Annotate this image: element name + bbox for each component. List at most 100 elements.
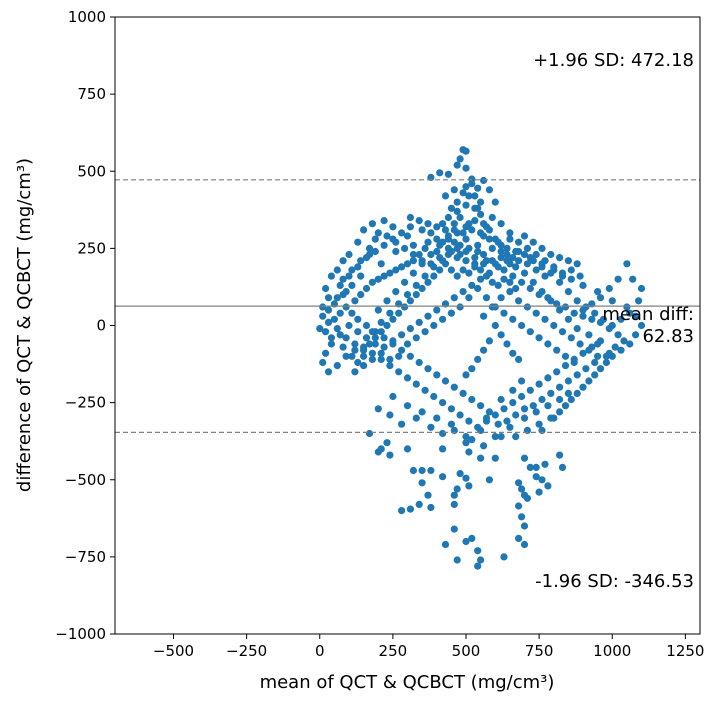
data-point: [348, 281, 356, 289]
data-point: [477, 454, 485, 462]
data-point: [395, 352, 403, 360]
data-point: [398, 263, 406, 271]
data-point: [403, 402, 412, 410]
data-point: [324, 294, 333, 302]
lower-loa-label: -1.96 SD: -346.53: [535, 571, 694, 592]
data-point: [529, 257, 537, 265]
data-point: [339, 343, 347, 351]
data-point: [444, 235, 452, 243]
x-axis-ticks: −500 −250 0 250 500 750 1000 1250: [153, 634, 704, 660]
data-point: [439, 473, 447, 481]
data-point: [462, 474, 470, 482]
data-point: [415, 318, 423, 326]
y-tick-label: −750: [65, 548, 106, 566]
data-point: [500, 405, 508, 413]
data-point: [383, 439, 391, 447]
data-point: [424, 491, 432, 499]
data-point: [494, 281, 502, 289]
data-point: [532, 408, 540, 416]
data-point: [436, 241, 444, 249]
data-point: [453, 229, 461, 237]
data-point: [430, 392, 438, 401]
data-point: [342, 303, 350, 311]
data-point: [509, 349, 517, 357]
data-point: [427, 250, 435, 259]
data-point: [380, 217, 388, 225]
x-tick-label: −250: [226, 642, 267, 660]
data-point: [556, 395, 564, 404]
data-point: [403, 232, 412, 240]
data-point: [386, 355, 394, 363]
data-point: [386, 362, 394, 370]
data-point: [471, 263, 479, 271]
data-point: [336, 331, 344, 339]
data-point: [608, 321, 616, 330]
data-point: [450, 294, 458, 302]
data-point: [535, 420, 543, 428]
data-point: [558, 328, 567, 336]
data-point: [480, 260, 488, 268]
data-point: [418, 466, 426, 475]
data-point: [447, 405, 455, 413]
data-point: [518, 513, 526, 521]
data-point: [319, 312, 327, 320]
data-point: [433, 235, 441, 243]
data-point: [403, 445, 412, 453]
data-point: [377, 260, 385, 268]
data-point: [623, 303, 631, 311]
data-point: [392, 238, 400, 246]
data-point: [424, 238, 432, 246]
data-point: [324, 368, 333, 376]
x-tick-label: 500: [452, 642, 481, 660]
data-point: [520, 454, 529, 462]
data-point: [345, 321, 353, 330]
data-point: [345, 272, 353, 280]
data-point: [377, 328, 385, 336]
data-point: [520, 405, 529, 413]
data-point: [406, 352, 414, 360]
data-point: [322, 284, 330, 293]
data-point: [547, 250, 555, 259]
data-point: [380, 334, 388, 342]
data-point: [401, 278, 409, 286]
data-point: [556, 278, 564, 286]
data-point: [406, 297, 414, 305]
data-point: [456, 470, 464, 478]
data-point: [547, 269, 555, 277]
data-point: [447, 204, 455, 212]
data-point: [386, 309, 394, 317]
data-point: [450, 186, 458, 194]
data-point: [409, 250, 417, 259]
data-point: [453, 244, 461, 252]
data-point: [371, 340, 379, 348]
data-point: [541, 460, 549, 468]
data-point: [547, 414, 555, 422]
data-point: [526, 386, 534, 394]
data-point: [406, 325, 414, 333]
data-point: [491, 411, 499, 419]
data-point: [535, 291, 543, 299]
data-point: [412, 281, 420, 289]
data-point: [591, 309, 599, 317]
data-point: [374, 405, 382, 413]
data-point: [556, 408, 564, 416]
data-point: [351, 346, 359, 354]
data-point: [468, 281, 476, 289]
data-point: [459, 389, 467, 397]
data-point: [459, 288, 467, 296]
data-point: [439, 399, 447, 407]
data-point: [485, 235, 493, 243]
data-point: [424, 220, 432, 228]
data-point: [395, 368, 403, 376]
data-point: [509, 254, 517, 262]
data-point: [588, 315, 596, 323]
data-point: [494, 420, 502, 428]
data-point: [503, 244, 511, 252]
data-point: [485, 337, 493, 345]
data-point: [406, 505, 414, 513]
data-point: [365, 340, 374, 348]
data-point: [474, 547, 482, 555]
data-point: [515, 502, 523, 510]
data-point: [503, 340, 511, 348]
